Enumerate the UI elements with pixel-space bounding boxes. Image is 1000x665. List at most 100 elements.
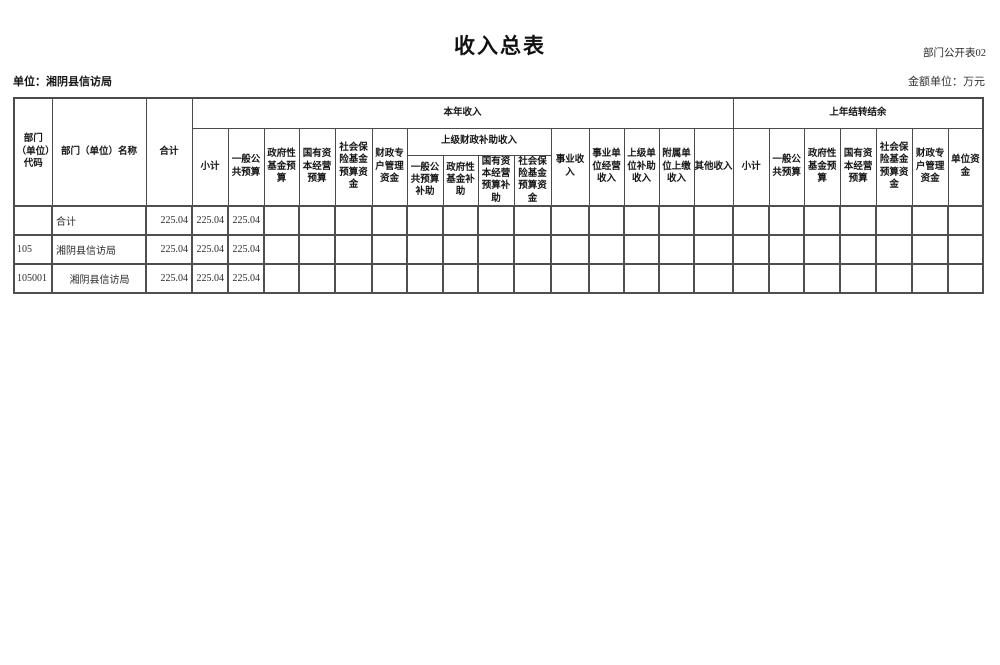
cell-sub-gov-fund [442, 234, 479, 265]
cell-cy-gov-fund [263, 205, 300, 236]
header-row-1: 部门（单位）代码 部门（单位）名称 合计 本年收入 上年结转结余 [13, 97, 984, 207]
cell-sub-state-capital [477, 263, 515, 294]
table-row-105001: 105001 湘阴县信访局 225.04 225.04 225.04 [13, 263, 985, 294]
cell-business-income [550, 205, 590, 236]
header-cy-social-insurance-fund: 社会保险基金预算资金 [334, 127, 373, 207]
cell-cy-general-public: 225.04 [227, 234, 265, 265]
cell-py-subtotal [732, 263, 771, 294]
header-prev-year-carryover: 上年结转结余 [732, 97, 984, 129]
cell-cy-fiscal-account [371, 263, 408, 294]
header-superior-unit-subsidy: 上级单位补助收入 [623, 127, 660, 207]
cell-py-state-capital [839, 263, 878, 294]
header-py-state-capital-budget: 国有资本经营预算 [839, 127, 877, 207]
cell-cy-social-insurance [334, 234, 373, 265]
cell-cy-gov-fund [263, 234, 300, 265]
cell-py-general-public [768, 263, 806, 294]
header-business-operating-income: 事业单位经营收入 [588, 127, 625, 207]
header-grand-total: 合计 [145, 97, 193, 207]
cell-py-general-public [768, 205, 806, 236]
header-py-gov-fund-budget: 政府性基金预算 [803, 127, 841, 207]
cell-cy-fiscal-account [371, 234, 408, 265]
cell-py-social-insurance [875, 263, 914, 294]
cell-sub-state-capital [477, 205, 515, 236]
cell-cy-general-public: 225.04 [227, 263, 265, 294]
cell-affiliated-remittance [658, 205, 695, 236]
cell-business-income [550, 263, 590, 294]
cell-cy-fiscal-account [371, 205, 408, 236]
header-cy-state-capital-budget: 国有资本经营预算 [298, 127, 336, 207]
cell-py-unit-fund [947, 205, 985, 236]
header-superior-subsidy-income: 上级财政补助收入 [406, 127, 552, 156]
table-row-105: 105 湘阴县信访局 225.04 225.04 225.04 [13, 234, 985, 265]
cell-py-gov-fund [803, 205, 842, 236]
header-py-fiscal-special-account: 财政专户管理资金 [911, 127, 949, 207]
cell-sub-general-public [406, 263, 444, 294]
meta-row: 单位：湘阴县信访局 金额单位：万元 [13, 73, 985, 89]
cell-py-social-insurance [875, 234, 914, 265]
cell-sub-social-insurance [513, 263, 552, 294]
cell-superior-unit-subsidy [623, 263, 660, 294]
cell-cy-general-public: 225.04 [227, 205, 265, 236]
header-py-social-insurance-fund: 社会保险基金预算资金 [875, 127, 913, 207]
cell-py-gov-fund [803, 263, 842, 294]
header-business-income: 事业收入 [550, 127, 590, 207]
cell-py-state-capital [839, 234, 878, 265]
cell-py-social-insurance [875, 205, 914, 236]
cell-business-income [550, 234, 590, 265]
cell-py-fiscal-account [911, 234, 950, 265]
cell-py-unit-fund [947, 263, 985, 294]
page: { "page": { "doc_label": "部门公开表02", "tit… [0, 30, 1000, 665]
cell-business-operating [588, 205, 625, 236]
cell-grand-total: 225.04 [145, 234, 193, 265]
amount-unit-label: 金额单位：万元 [908, 76, 985, 88]
header-sub-social-insurance: 社会保险基金预算资金 [513, 154, 552, 207]
header-cy-gov-fund-budget: 政府性基金预算 [263, 127, 300, 207]
header-sub-general-public: 一般公共预算补助 [406, 154, 444, 207]
cell-cy-social-insurance [334, 205, 373, 236]
header-dept-code: 部门（单位）代码 [13, 97, 53, 207]
header-sub-gov-fund: 政府性基金补助 [442, 154, 479, 207]
cell-sub-gov-fund [442, 263, 479, 294]
cell-py-state-capital [839, 205, 878, 236]
cell-dept-name: 合计 [51, 205, 147, 236]
cell-other-income [692, 234, 735, 265]
cell-sub-gov-fund [442, 205, 479, 236]
cell-dept-name: 湘阴县信访局 [51, 234, 147, 265]
cell-dept-code: 105 [13, 234, 53, 265]
header-row-3: 一般公共预算补助 政府性基金补助 国有资本经营预算补助 社会保险基金预算资金 [14, 154, 983, 207]
cell-dept-code: 105001 [13, 263, 53, 294]
cell-sub-general-public [406, 205, 444, 236]
cell-superior-unit-subsidy [623, 234, 660, 265]
header-current-year-income: 本年收入 [191, 97, 734, 129]
cell-sub-social-insurance [513, 234, 552, 265]
cell-grand-total: 225.04 [145, 205, 193, 236]
cell-other-income [692, 263, 735, 294]
cell-cy-state-capital [298, 234, 336, 265]
unit-label: 单位：湘阴县信访局 [13, 76, 112, 88]
doc-label: 部门公开表02 [923, 48, 986, 59]
cell-superior-unit-subsidy [623, 205, 660, 236]
cell-py-fiscal-account [911, 263, 950, 294]
cell-cy-subtotal: 225.04 [191, 205, 229, 236]
cell-affiliated-remittance [658, 263, 695, 294]
cell-sub-general-public [406, 234, 444, 265]
header-py-subtotal: 小计 [732, 127, 770, 207]
header-cy-general-public-budget: 一般公共预算 [227, 127, 265, 207]
cell-py-subtotal [732, 234, 771, 265]
header-cy-fiscal-special-account: 财政专户管理资金 [371, 127, 408, 207]
page-title: 收入总表 [454, 34, 546, 58]
header-cy-subtotal: 小计 [191, 127, 229, 207]
income-summary-table: 部门（单位）代码 部门（单位）名称 合计 本年收入 上年结转结余 小计 一般公共… [13, 97, 985, 294]
cell-py-general-public [768, 234, 806, 265]
header-sub-state-capital: 国有资本经营预算补助 [477, 154, 515, 207]
header-py-general-public-budget: 一般公共预算 [768, 127, 805, 207]
cell-dept-name: 湘阴县信访局 [51, 263, 147, 294]
cell-business-operating [588, 263, 625, 294]
header-affiliated-unit-remittance: 附属单位上缴收入 [658, 127, 695, 207]
cell-cy-social-insurance [334, 263, 373, 294]
cell-cy-state-capital [298, 205, 336, 236]
cell-business-operating [588, 234, 625, 265]
table-row-grand-total: 合计 225.04 225.04 225.04 [13, 205, 985, 236]
cell-dept-code [13, 205, 53, 236]
header-row-2: 小计 一般公共预算 政府性基金预算 国有资本经营预算 社会保险基金预算资金 财政… [14, 127, 984, 207]
